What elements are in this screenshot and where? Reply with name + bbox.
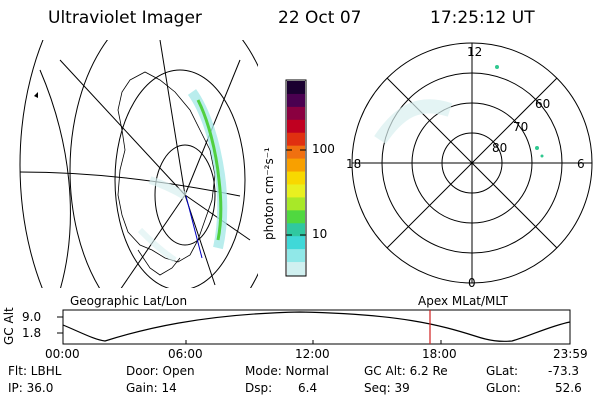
pole-marker-icon: [34, 92, 38, 98]
colorbar-stripe: [287, 262, 305, 276]
timeline-xtick: 00:00: [45, 347, 80, 361]
geographic-panel-label: Geographic Lat/Lon: [70, 294, 188, 308]
colorbar-stripe: [287, 132, 305, 147]
time-label: 17:25:12 UT: [430, 8, 535, 28]
mode-status: Mode: Normal: [245, 364, 329, 378]
colorbar-stripe: [287, 249, 305, 263]
lat-label-60: 60: [535, 97, 551, 111]
colorbar-unit-label: photon cm⁻²s⁻¹: [262, 147, 276, 240]
colorbar-stripe: [287, 145, 305, 160]
colorbar: [285, 79, 307, 277]
mlt-label-0: 0: [468, 276, 476, 290]
gain-status: Gain: 14: [126, 381, 177, 395]
timeline-xtick: 12:00: [295, 347, 330, 361]
timeline-ytick-1.8: 1.8: [22, 326, 42, 340]
instrument-title: Ultraviolet Imager: [48, 8, 202, 28]
emission-spot-icon: [495, 65, 499, 69]
mlt-label-6: 6: [577, 157, 585, 171]
colorbar-stripe: [287, 171, 305, 185]
dsp-label: Dsp:: [245, 381, 273, 395]
timeline-xtick: 18:00: [422, 347, 457, 361]
door-status: Door: Open: [126, 364, 195, 378]
glat-value: -73.3: [548, 364, 580, 378]
colorbar-stripe: [287, 93, 305, 108]
timeline-xtick: 06:00: [168, 347, 203, 361]
gc-alt-status: GC Alt: 6.2 Re: [364, 364, 448, 378]
ip-status: IP: 36.0: [8, 381, 54, 395]
timeline-plot: [57, 309, 571, 345]
seq-status: Seq: 39: [364, 381, 410, 395]
date-label: 22 Oct 07: [278, 8, 362, 28]
colorbar-stripe: [287, 106, 305, 121]
colorbar-stripe: [287, 184, 305, 198]
mlt-label-18: 18: [346, 157, 362, 171]
timeline-ytick-9: 9.0: [22, 310, 42, 324]
polar-plot: [351, 42, 593, 284]
timeline-ylabel: GC Alt: [2, 307, 16, 345]
emission-spot-icon: [535, 146, 539, 150]
glat-label: GLat:: [486, 364, 519, 378]
colorbar-stripe: [287, 210, 305, 224]
colorbar-stripe: [287, 119, 305, 134]
dsp-value: 6.4: [298, 381, 318, 395]
apex-panel-label: Apex MLat/MLT: [418, 294, 508, 308]
timeline-xtick: 23:59: [553, 347, 588, 361]
colorbar-tick-10: 10: [312, 227, 328, 241]
mlt-label-12: 12: [467, 45, 483, 59]
colorbar-tick-100: 100: [312, 142, 335, 156]
colorbar-stripe: [287, 236, 305, 250]
flt-status: Flt: LBHL: [8, 364, 62, 378]
colorbar-stripe: [287, 223, 305, 237]
colorbar-stripe: [287, 197, 305, 211]
lat-label-80: 80: [492, 141, 508, 155]
glon-value: 52.6: [555, 381, 582, 395]
lat-label-70: 70: [513, 120, 529, 134]
colorbar-stripe: [287, 158, 305, 173]
emission-spot-icon: [540, 154, 544, 158]
colorbar-stripe: [287, 81, 305, 95]
glon-label: GLon:: [486, 381, 521, 395]
